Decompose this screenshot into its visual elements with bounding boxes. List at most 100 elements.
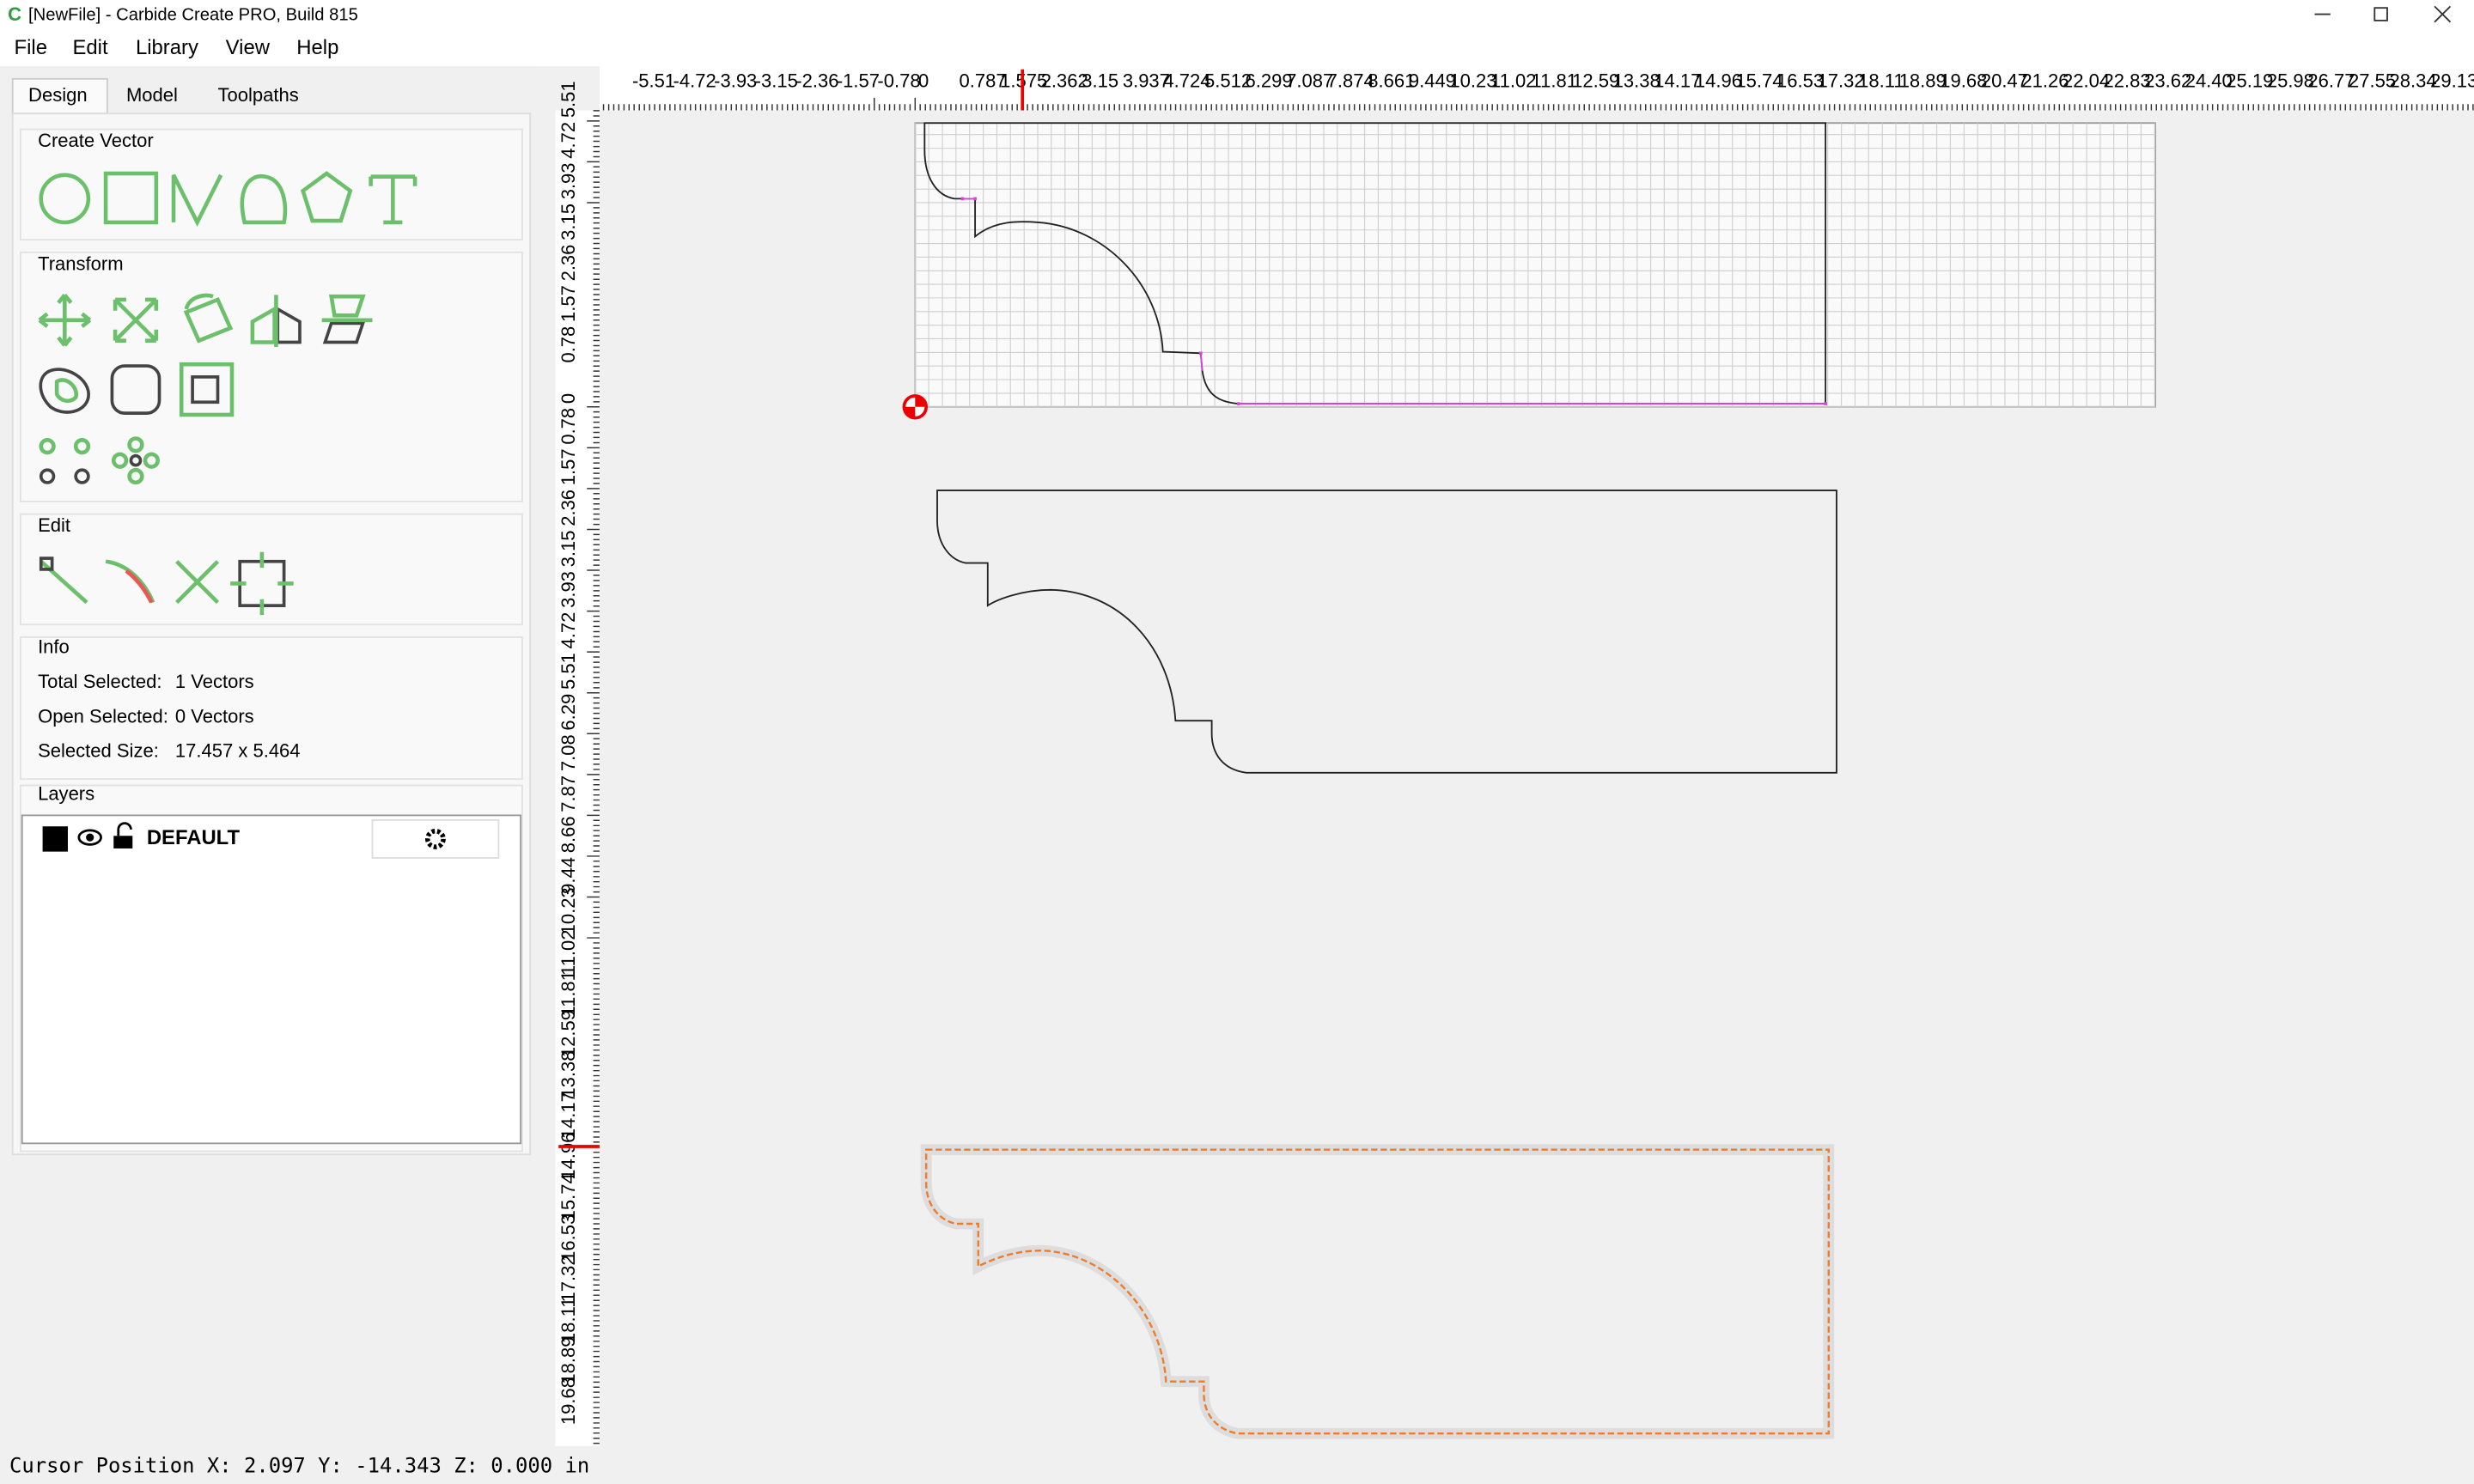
ruler-label: 3.15 (1082, 70, 1118, 91)
ruler-label: 12.59 (1572, 70, 1619, 91)
layer-settings[interactable] (371, 818, 500, 859)
ruler-label: 9.44 (558, 857, 579, 894)
ruler-label: 13.38 (1613, 70, 1661, 91)
ruler-label: 0 (558, 393, 579, 404)
ruler-label: 3.93 (558, 571, 579, 608)
ruler-label: -3.93 (714, 70, 757, 91)
ruler-ticks (587, 97, 2474, 1444)
ruler-label: 5.51 (558, 653, 579, 690)
ruler-label: 17.32 (1818, 70, 1865, 91)
layer-color[interactable] (42, 826, 68, 852)
ruler-label: 4.72 (558, 122, 579, 159)
ruler-label: 26.77 (2307, 70, 2355, 91)
tab[interactable]: Model (126, 84, 178, 106)
ruler-label: 18.89 (558, 1336, 579, 1384)
ruler-label: 14.17 (558, 1092, 579, 1139)
ruler-label: -3.15 (755, 70, 798, 91)
ruler-label: 7.08 (558, 734, 579, 771)
layer-lock[interactable] (113, 822, 133, 848)
ruler-corner (555, 66, 600, 111)
ruler-label: 3.15 (558, 204, 579, 240)
vector-shape[interactable] (936, 490, 1837, 774)
tab-active[interactable] (11, 77, 108, 115)
origin-marker (902, 394, 928, 420)
section-label: Info (38, 636, 70, 658)
ruler-label: 3.937 (1123, 70, 1170, 91)
section-label: Edit (38, 514, 70, 536)
ruler-label: 1.57 (558, 285, 579, 322)
canvas[interactable] (599, 110, 2474, 1446)
ruler-label: 11.81 (558, 970, 579, 1016)
tab[interactable]: Toolpaths (217, 84, 298, 106)
info-value: 0 Vectors (175, 705, 254, 727)
menu-item[interactable]: Help (296, 36, 338, 59)
ruler-label: 7.87 (558, 775, 579, 812)
ruler-label: 14.17 (1654, 70, 1701, 91)
menu-item[interactable]: View (226, 36, 271, 59)
ruler-label: 28.34 (2390, 70, 2437, 91)
ruler-label: 1.57 (558, 448, 579, 485)
window-controls[interactable] (2314, 5, 2452, 23)
ruler-label: 13.38 (558, 1051, 579, 1098)
ruler-label: 0.78 (558, 408, 579, 445)
ruler-label: 0.78 (558, 326, 579, 363)
ruler-label: -1.57 (837, 70, 880, 91)
ruler-label: 10.23 (1449, 70, 1496, 91)
panel (19, 513, 523, 626)
ruler-label: 14.96 (1695, 70, 1742, 91)
ruler-label: -5.51 (632, 70, 675, 91)
ruler-label: 6.299 (1246, 70, 1293, 91)
layer-name: DEFAULT (147, 826, 241, 849)
status-bar (0, 1445, 2474, 1484)
ruler-label: 20.47 (1981, 70, 2028, 91)
ruler-label: 16.53 (1776, 70, 1824, 91)
info-label: Selected Size: (38, 740, 159, 762)
ruler-label: 8.66 (558, 816, 579, 853)
ruler-label: 5.51 (558, 81, 579, 118)
ruler-label: 16.53 (558, 1214, 579, 1262)
toolpath[interactable] (924, 1148, 1830, 1435)
layer-list (21, 814, 522, 1145)
stock (914, 122, 2156, 408)
ruler-label: 21.26 (2021, 70, 2069, 91)
ruler-label: -4.72 (673, 70, 716, 91)
section-label: Create Vector (38, 130, 154, 151)
ruler-label: 7.087 (1286, 70, 1333, 91)
ruler-label: 0.787 (960, 70, 1007, 91)
ruler-label: -0.78 (877, 70, 920, 91)
transform-icons[interactable] (38, 293, 373, 485)
ruler-label: 3.93 (558, 162, 579, 199)
section-label: Transform (38, 252, 124, 274)
menu-item[interactable]: File (15, 36, 47, 59)
create-vector-icons[interactable] (39, 171, 417, 228)
ruler-label: 22.83 (2104, 70, 2151, 91)
nodes (960, 197, 1827, 405)
menu-item[interactable]: Library (136, 36, 198, 59)
menu-item[interactable]: Edit (72, 36, 107, 59)
info-value: 17.457 x 5.464 (175, 740, 301, 762)
ruler-label: 2.36 (558, 245, 579, 282)
ruler-label: 11.02 (558, 929, 579, 975)
app-icon: C (8, 3, 21, 25)
ruler-label: 2.36 (558, 490, 579, 526)
info-value: 1 Vectors (175, 671, 254, 692)
ruler-label: 11.81 (1532, 70, 1577, 91)
ruler-label: 15.74 (1735, 70, 1782, 91)
tab[interactable]: Design (28, 84, 88, 106)
ruler-label: 0 (918, 70, 929, 91)
ruler-label: 22.04 (2063, 70, 2110, 91)
ruler-label: 2.362 (1041, 70, 1088, 91)
ruler-label: -2.36 (795, 70, 838, 91)
ruler-label: 14.96 (558, 1133, 579, 1180)
gear-icon (425, 828, 446, 849)
ruler-top (555, 66, 2474, 111)
edit-icons[interactable] (39, 551, 294, 616)
selected-segments (962, 198, 1826, 405)
layer-visibility[interactable] (77, 829, 102, 846)
vector-shape[interactable] (923, 122, 1827, 405)
ruler-label: 15.74 (558, 1173, 579, 1220)
ruler-label: 17.32 (558, 1255, 579, 1302)
ruler-label: 11.02 (1490, 70, 1536, 91)
panel (19, 251, 523, 502)
info-label: Total Selected: (38, 671, 161, 692)
